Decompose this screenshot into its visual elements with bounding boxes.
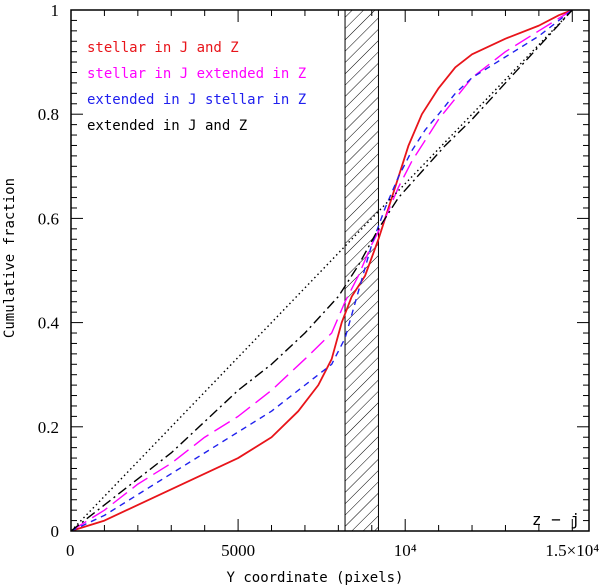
series-line-3 bbox=[71, 10, 573, 531]
y-tick-label: 0.6 bbox=[38, 209, 59, 228]
legend-entry: extended in J stellar in Z bbox=[87, 92, 306, 108]
series-line-2 bbox=[71, 10, 573, 531]
y-axis-title: Cumulative fraction bbox=[2, 178, 18, 338]
x-tick-label: 10⁴ bbox=[394, 541, 417, 560]
y-tick-label: 0.4 bbox=[38, 314, 60, 333]
series-line-1 bbox=[71, 10, 573, 531]
legend: stellar in J and Z stellar in J extended … bbox=[87, 40, 306, 134]
legend-entry: extended in J and Z bbox=[87, 118, 247, 134]
x-tick-label: 1.5×10⁴ bbox=[545, 541, 599, 560]
series-line-5 bbox=[71, 10, 573, 531]
y-tick-label: 0.2 bbox=[38, 418, 59, 437]
hatched-band bbox=[344, 9, 379, 532]
legend-entry: stellar in J and Z bbox=[87, 40, 239, 56]
y-tick-label: 1 bbox=[51, 1, 60, 20]
x-tick-label: 5000 bbox=[221, 541, 255, 560]
y-tick-label: 0.8 bbox=[38, 105, 59, 124]
y-tick-label: 0 bbox=[51, 522, 60, 541]
x-axis-title: Y coordinate (pixels) bbox=[226, 570, 403, 586]
x-tick-label: 0 bbox=[66, 541, 75, 560]
corner-label: z − j bbox=[532, 510, 580, 529]
series-line-4 bbox=[71, 10, 573, 531]
plot-frame bbox=[70, 9, 590, 532]
legend-entry: stellar in J extended in Z bbox=[87, 66, 306, 82]
